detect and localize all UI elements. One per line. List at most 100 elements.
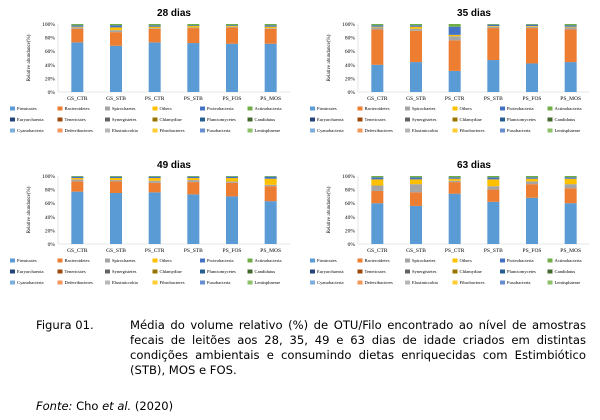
legend-swatch [547, 258, 553, 263]
legend-label: Lentisphaerae [255, 128, 281, 133]
legend-label: Cyanobacteria [17, 128, 44, 133]
x-tick-label: PS_MOS [260, 248, 281, 254]
legend-label: Candidatus [555, 269, 576, 274]
bar-segment [487, 189, 500, 202]
legend-label: Chlamydiae [460, 117, 482, 122]
legend-swatch [310, 280, 315, 285]
legend-label: Fusobacteria [207, 280, 230, 285]
legend-label: Deferribacteres [65, 280, 94, 285]
bar-segment [187, 178, 200, 181]
bar-segment [226, 25, 238, 27]
legend-swatch [152, 106, 158, 111]
legend-label: Elusimicrobia [412, 128, 438, 133]
bar-segment [71, 179, 84, 182]
legend-label: Synergistetes [112, 117, 137, 122]
x-tick-label: GS_STB [406, 96, 426, 102]
bar-segment [71, 24, 84, 26]
y-tick-label: 20% [45, 228, 56, 234]
legend-label: Planctomycetes [507, 269, 536, 274]
legend-swatch [105, 258, 110, 263]
bar-segment [187, 28, 200, 44]
caption-label: Figura 01. [36, 318, 94, 332]
bar-segment [187, 43, 200, 92]
bar-segment [71, 181, 84, 192]
legend-swatch [57, 258, 63, 263]
bar-segment [410, 184, 422, 193]
legend-swatch [152, 258, 158, 263]
y-tick-label: 100% [342, 22, 355, 28]
bar-segment [110, 176, 122, 177]
x-tick-label: PS_MOS [560, 248, 581, 254]
bar-segment [526, 26, 538, 27]
source-prefix: Fonte: [36, 399, 73, 413]
legend-swatch [105, 117, 110, 122]
legend-swatch [310, 258, 315, 263]
bar-segment [448, 193, 461, 244]
y-axis-label: Relative abundance(%) [27, 34, 32, 81]
bar-segment [148, 178, 161, 181]
source-year: (2020) [134, 399, 174, 413]
bar-segment [71, 25, 84, 27]
bar-segment [526, 28, 538, 64]
bar-segment [71, 27, 84, 29]
bar-segment [264, 178, 277, 185]
x-tick-label: PS_FOS [523, 96, 542, 102]
legend-swatch [452, 117, 458, 122]
x-tick-label: GS_CTR [67, 248, 88, 254]
bar-segment [226, 43, 238, 92]
legend-label: Tenericutes [365, 117, 386, 122]
bar-segment [487, 179, 500, 187]
legend-swatch [500, 258, 505, 263]
legend-swatch [10, 269, 15, 274]
bar-segment [371, 179, 384, 186]
bar-segment [110, 176, 122, 179]
chart-panel-49: 49 dias Relative abundance(%) 0% 20% 40% 60% 8… [4, 154, 296, 302]
bar-segment [71, 176, 84, 177]
bar-segment [264, 24, 277, 26]
y-tick-label: 100% [42, 174, 55, 180]
legend-swatch [452, 106, 458, 111]
legend-swatch [247, 280, 253, 285]
y-axis-label: Relative abundance(%) [27, 186, 32, 233]
y-tick-label: 20% [345, 76, 356, 82]
x-tick-label: GS_CTR [367, 248, 388, 254]
bar-segment [187, 176, 200, 179]
bar-segment [526, 24, 538, 27]
bar-segment [410, 62, 422, 92]
legend-label: Elusimicrobia [412, 280, 438, 285]
legend-swatch [405, 106, 410, 111]
legend-label: Firmicutes [317, 258, 337, 263]
y-tick-label: 80% [345, 36, 356, 42]
legend-label: Actinobacteria [555, 258, 582, 263]
y-tick-label: 20% [345, 228, 356, 234]
x-tick-label: PS_FOS [223, 248, 242, 254]
bar-segment [148, 192, 161, 244]
bar-segment [448, 34, 461, 37]
legend-label: Lentisphaerae [555, 128, 581, 133]
legend-swatch [547, 280, 553, 285]
chart-panel-35: 35 dias Relative abundance(%) 0% 20% 40% 60% 8… [304, 2, 596, 150]
chart-title: 28 dias [157, 8, 191, 19]
legend-swatch [10, 258, 15, 263]
legend-label: Synergistetes [112, 269, 137, 274]
legend-label: Fusobacteria [507, 128, 530, 133]
chart-28: 28 dias Relative abundance(%) 0% 20% 40% 60% 8… [10, 8, 290, 133]
legend-swatch [200, 280, 205, 285]
legend-label: Actinobacteria [255, 106, 282, 111]
bar-segment [487, 201, 500, 244]
x-tick-label: PS_FOS [523, 248, 542, 254]
x-tick-label: GS_STB [106, 96, 126, 102]
bar-segment [110, 27, 122, 31]
bar-segment [410, 179, 422, 185]
legend-label: Bacteroidetes [365, 106, 390, 111]
legend-swatch [105, 106, 110, 111]
legend-label: Firmicutes [17, 258, 37, 263]
legend-label: Candidatus [255, 117, 276, 122]
legend-swatch [547, 269, 553, 274]
bar-segment [410, 24, 422, 26]
legend-label: Tenericutes [65, 117, 86, 122]
bar-segment [148, 176, 161, 177]
legend-swatch [405, 258, 410, 263]
bar-segment [410, 30, 422, 63]
bar-segment [187, 25, 200, 27]
